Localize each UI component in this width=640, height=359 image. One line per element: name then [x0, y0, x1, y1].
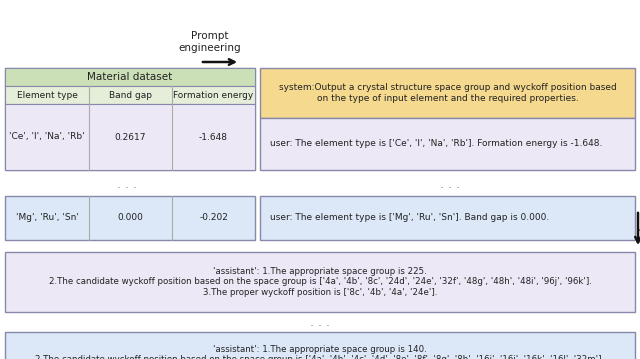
Bar: [5, 196, 255, 240]
Text: system:Output a crystal structure space group and wyckoff position based
on the : system:Output a crystal structure space …: [278, 83, 616, 103]
Text: -1.648: -1.648: [199, 132, 228, 141]
Bar: [260, 118, 635, 170]
Text: user: The element type is ['Ce', 'I', 'Na', 'Rb']. Formation energy is -1.648.: user: The element type is ['Ce', 'I', 'N…: [270, 140, 602, 149]
Text: Band gap: Band gap: [109, 90, 152, 99]
Text: Answer: Answer: [639, 223, 640, 233]
Bar: [5, 86, 255, 104]
Text: Material dataset: Material dataset: [88, 72, 173, 82]
Text: 'Mg', 'Ru', 'Sn': 'Mg', 'Ru', 'Sn': [15, 214, 79, 223]
Text: . . .: . . .: [440, 178, 460, 191]
Text: . . .: . . .: [310, 317, 330, 330]
Text: Prompt
engineering: Prompt engineering: [179, 31, 241, 53]
Bar: [5, 68, 255, 170]
Bar: [260, 68, 635, 118]
Text: 'Ce', 'I', 'Na', 'Rb': 'Ce', 'I', 'Na', 'Rb': [9, 132, 85, 141]
Bar: [260, 196, 635, 240]
Text: Element type: Element type: [17, 90, 77, 99]
Text: 'assistant': 1.The appropriate space group is 225.
2.The candidate wyckoff posit: 'assistant': 1.The appropriate space gro…: [49, 267, 591, 297]
Text: . . .: . . .: [117, 178, 137, 191]
Text: 0.000: 0.000: [118, 214, 143, 223]
Bar: [5, 68, 255, 86]
Bar: [5, 104, 255, 170]
Bar: [5, 252, 635, 312]
Text: user: The element type is ['Mg', 'Ru', 'Sn']. Band gap is 0.000.: user: The element type is ['Mg', 'Ru', '…: [270, 214, 549, 223]
Text: -0.202: -0.202: [199, 214, 228, 223]
Text: 'assistant': 1.The appropriate space group is 140.
2.The candidate wyckoff posit: 'assistant': 1.The appropriate space gro…: [35, 345, 605, 359]
Text: 0.2617: 0.2617: [115, 132, 147, 141]
Text: Formation energy: Formation energy: [173, 90, 253, 99]
Bar: [5, 332, 635, 359]
